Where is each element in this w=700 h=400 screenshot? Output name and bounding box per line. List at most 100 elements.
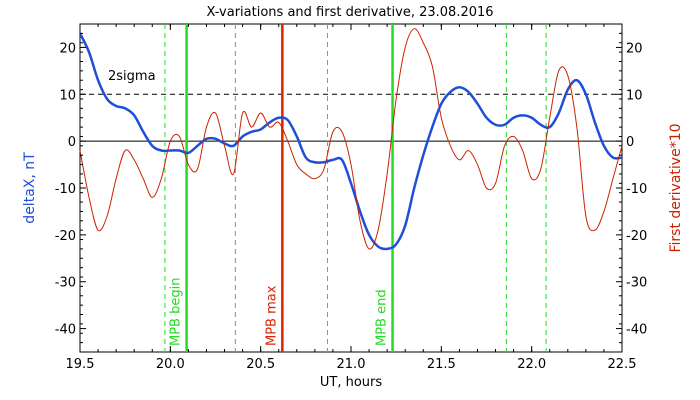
derivative-point-54 xyxy=(567,75,569,77)
deltax-point-55 xyxy=(576,79,578,81)
deltax-point-27 xyxy=(323,161,325,163)
derivative-point-13 xyxy=(197,168,199,170)
deltax-point-3 xyxy=(106,98,108,100)
deltax-point-20 xyxy=(260,129,262,131)
y-tick-label-left-4: 0 xyxy=(68,135,76,150)
deltax-point-26 xyxy=(314,161,316,163)
derivative-point-6 xyxy=(133,159,135,161)
derivative-point-33 xyxy=(377,229,379,231)
deltax-point-9 xyxy=(161,150,163,152)
derivative-point-42 xyxy=(459,159,461,161)
derivative-point-16 xyxy=(224,145,226,147)
derivative-point-31 xyxy=(359,220,361,222)
derivative-point-29 xyxy=(341,131,343,133)
deltax-point-44 xyxy=(477,103,479,105)
derivative-point-47 xyxy=(504,145,506,147)
deltax-point-43 xyxy=(468,91,470,93)
x-tick-label-0: 19.5 xyxy=(66,357,95,372)
derivative-point-2 xyxy=(97,229,99,231)
deltax-point-51 xyxy=(540,124,542,126)
x-tick-label-4: 21.5 xyxy=(427,357,456,372)
deltax-point-28 xyxy=(332,159,334,161)
derivative-point-43 xyxy=(468,150,470,152)
deltax-point-22 xyxy=(278,117,280,119)
deltax-point-13 xyxy=(197,145,199,147)
deltax-point-18 xyxy=(242,136,244,138)
derivative-point-55 xyxy=(576,126,578,128)
derivative-point-45 xyxy=(486,187,488,189)
y-tick-label-left-1: -30 xyxy=(55,276,76,291)
derivative-point-14 xyxy=(206,126,208,128)
deltax-point-7 xyxy=(142,131,144,133)
deltax-point-59 xyxy=(612,157,614,159)
data-series xyxy=(78,28,623,251)
derivative-point-23 xyxy=(287,140,289,142)
y-tick-label-right-6: 20 xyxy=(626,41,643,56)
deltax-point-53 xyxy=(558,112,560,114)
derivative-point-4 xyxy=(115,178,117,180)
derivative-point-0 xyxy=(79,150,81,152)
derivative-point-27 xyxy=(323,168,325,170)
derivative-point-41 xyxy=(450,145,452,147)
y-tick-label-left-6: 20 xyxy=(59,41,76,56)
deltax-point-31 xyxy=(359,211,361,213)
deltax-point-38 xyxy=(422,154,424,156)
deltax-point-35 xyxy=(395,243,397,245)
derivative-point-53 xyxy=(558,70,560,72)
derivative-point-36 xyxy=(404,47,406,49)
deltax-point-17 xyxy=(233,145,235,147)
deltax-point-4 xyxy=(115,105,117,107)
derivative-point-5 xyxy=(124,150,126,152)
deltax-point-57 xyxy=(594,122,596,124)
deltax-point-24 xyxy=(296,136,298,138)
derivative-point-20 xyxy=(260,112,262,114)
derivative-point-1 xyxy=(88,197,90,199)
derivative-series-line xyxy=(79,28,623,250)
deltax-point-5 xyxy=(124,108,126,110)
deltax-point-23 xyxy=(287,119,289,121)
deltax-point-46 xyxy=(495,124,497,126)
y-axis-label-left: deltaX, nT xyxy=(22,152,38,224)
deltax-point-49 xyxy=(522,115,524,117)
deltax-point-11 xyxy=(179,150,181,152)
derivative-point-26 xyxy=(314,178,316,180)
derivative-point-44 xyxy=(477,164,479,166)
y-tick-label-left-3: -10 xyxy=(55,182,76,197)
deltax-point-45 xyxy=(486,117,488,119)
x-tick-label-2: 20.5 xyxy=(246,357,275,372)
derivative-point-10 xyxy=(170,140,172,142)
deltax-point-50 xyxy=(531,117,533,119)
derivative-point-57 xyxy=(594,229,596,231)
derivative-point-7 xyxy=(142,178,144,180)
x-tick-label-5: 22.0 xyxy=(517,357,546,372)
deltax-point-1 xyxy=(88,51,90,53)
derivative-point-58 xyxy=(603,211,605,213)
derivative-point-9 xyxy=(161,178,163,180)
y-tick-label-right-4: 0 xyxy=(626,135,634,150)
derivative-point-59 xyxy=(612,178,614,180)
derivative-point-48 xyxy=(513,136,515,138)
x-tick-label-6: 22.5 xyxy=(608,357,637,372)
x-tick-label-1: 20.0 xyxy=(156,357,185,372)
derivative-point-22 xyxy=(278,122,280,124)
derivative-point-52 xyxy=(549,117,551,119)
derivative-point-19 xyxy=(251,126,253,128)
plot-area: MPB begin MPB max MPB end 19.5 20.0 20.5 21.0… xyxy=(55,23,647,372)
deltax-point-40 xyxy=(441,103,443,105)
deltax-point-32 xyxy=(368,234,370,236)
deltax-series-line xyxy=(78,32,623,251)
derivative-point-28 xyxy=(332,131,334,133)
deltax-point-56 xyxy=(585,93,587,95)
y-tick-label-left-2: -20 xyxy=(55,229,76,244)
derivative-point-8 xyxy=(151,197,153,199)
y-tick-label-right-5: 10 xyxy=(626,88,643,103)
guide-lines xyxy=(80,93,622,142)
derivative-point-12 xyxy=(188,164,190,166)
derivative-point-40 xyxy=(441,117,443,119)
deltax-point-21 xyxy=(269,122,271,124)
mpb-max-label: MPB max xyxy=(264,285,279,346)
y-tick-label-right-1: -30 xyxy=(626,276,647,291)
event-markers: MPB begin MPB max MPB end xyxy=(164,24,547,352)
deltax-point-60 xyxy=(621,157,623,159)
deltax-point-6 xyxy=(133,115,135,117)
